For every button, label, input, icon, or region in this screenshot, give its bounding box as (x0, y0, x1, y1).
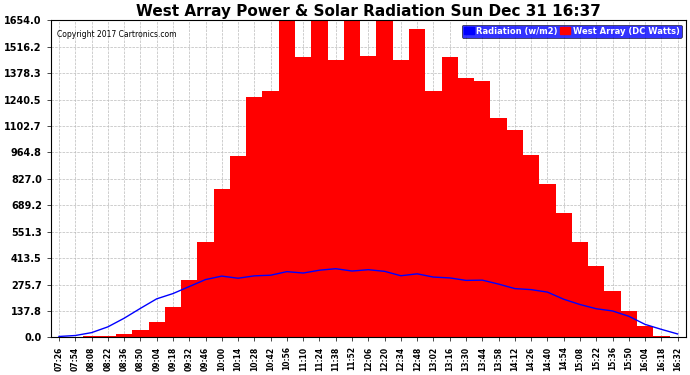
Bar (313, 20, 326, 338)
Bar (280, 20, 294, 338)
Bar (394, 60, 408, 338)
Bar (101, 336, 115, 338)
Bar (671, 337, 684, 338)
Bar (329, 60, 343, 338)
Bar (557, 213, 571, 338)
Bar (133, 330, 147, 338)
Bar (182, 280, 196, 338)
Legend: Radiation (w/m2), West Array (DC Watts): Radiation (w/m2), West Array (DC Watts) (462, 24, 682, 38)
Bar (377, 20, 391, 338)
Bar (524, 155, 538, 338)
Bar (345, 20, 359, 338)
Bar (150, 322, 164, 338)
Bar (443, 57, 457, 338)
Bar (117, 334, 131, 338)
Bar (606, 291, 620, 338)
Title: West Array Power & Solar Radiation Sun Dec 31 16:37: West Array Power & Solar Radiation Sun D… (136, 4, 601, 19)
Bar (362, 56, 375, 338)
Bar (248, 97, 262, 338)
Bar (411, 29, 424, 338)
Bar (622, 310, 635, 338)
Bar (655, 336, 669, 338)
Bar (264, 91, 277, 338)
Bar (68, 337, 82, 338)
Bar (215, 189, 228, 338)
Bar (296, 57, 310, 338)
Text: Copyright 2017 Cartronics.com: Copyright 2017 Cartronics.com (57, 30, 177, 39)
Bar (426, 90, 440, 338)
Bar (638, 326, 652, 338)
Bar (573, 242, 587, 338)
Bar (589, 267, 603, 338)
Bar (231, 156, 245, 338)
Bar (508, 130, 522, 338)
Bar (199, 242, 213, 338)
Bar (475, 81, 489, 338)
Bar (166, 307, 180, 338)
Bar (492, 117, 506, 338)
Bar (85, 336, 99, 338)
Bar (52, 337, 66, 338)
Bar (459, 78, 473, 338)
Bar (540, 184, 554, 338)
